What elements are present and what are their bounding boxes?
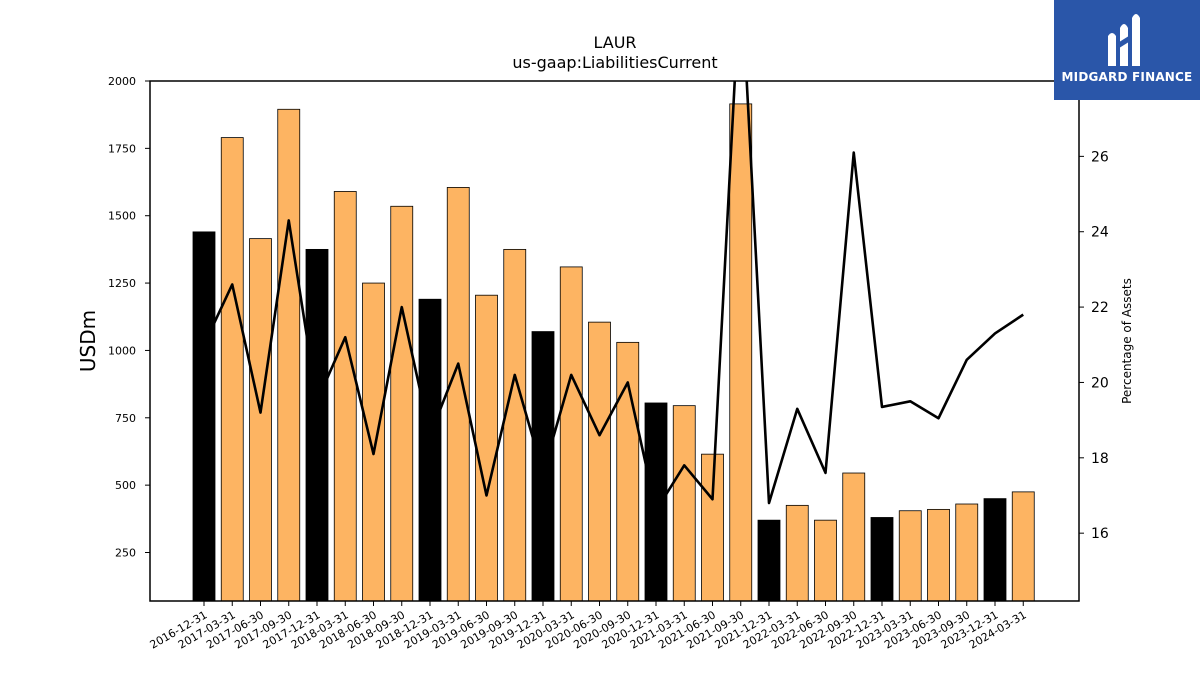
y-tick-label: 1500 <box>108 210 136 223</box>
y-tick-label: 2000 <box>108 75 136 88</box>
bar-2022-12-31 <box>870 517 894 602</box>
y2-tick-label: 22 <box>1091 300 1109 316</box>
y-tick-label: 1250 <box>108 277 136 290</box>
bar-2023-12-31 <box>983 498 1007 602</box>
y2-tick-label: 24 <box>1091 225 1109 241</box>
bar-2018-03-31 <box>333 191 357 602</box>
right-axis: 16 18 20 22 24 26 <box>1079 149 1109 542</box>
plot-frame <box>149 80 1080 602</box>
y2-axis-label: Percentage of Assets <box>1120 278 1134 404</box>
y-tick-label: 1000 <box>108 344 136 357</box>
chart-subtitle: us-gaap:LiabilitiesCurrent <box>512 53 717 72</box>
bar-2020-09-30 <box>616 341 640 602</box>
y2-tick-label: 20 <box>1091 375 1109 391</box>
bar-2022-06-30 <box>814 519 837 602</box>
line-layer <box>202 81 1024 512</box>
bar-2019-06-30 <box>475 294 498 602</box>
bar-2021-03-31 <box>672 405 696 602</box>
left-axis: 250 500 750 1000 1250 1500 1750 2000 <box>108 75 150 560</box>
bar-2017-06-30 <box>249 238 272 602</box>
series-line <box>202 81 1024 512</box>
bar-2019-09-30 <box>503 248 527 602</box>
bar-2017-03-31 <box>220 137 244 602</box>
bar-2023-09-30 <box>955 503 979 602</box>
brand-logo: MIDGARD FINANCE <box>1054 0 1200 100</box>
bar-2022-09-30 <box>842 472 866 602</box>
bar-2018-09-30 <box>390 205 414 602</box>
midgard-logo-icon <box>1108 14 1140 66</box>
bar-2020-12-31 <box>644 402 668 602</box>
bar-2023-03-31 <box>898 510 922 602</box>
y-tick-label: 750 <box>115 412 136 425</box>
bar-2020-03-31 <box>559 266 583 602</box>
bar-2017-09-30 <box>277 108 301 602</box>
bar-2021-12-31 <box>757 519 781 602</box>
bars-layer <box>192 103 1035 602</box>
bar-2021-09-30 <box>729 103 753 602</box>
brand-name: MIDGARD FINANCE <box>1061 70 1193 84</box>
bar-2017-12-31 <box>305 248 329 602</box>
y-axis-label: USDm <box>76 310 100 372</box>
y2-tick-label: 26 <box>1091 149 1109 165</box>
y-tick-label: 1750 <box>108 142 136 155</box>
bar-2020-06-30 <box>588 321 611 602</box>
y-tick-label: 500 <box>115 479 136 492</box>
chart-title: LAUR <box>593 33 636 52</box>
bar-2024-03-31 <box>1011 491 1035 602</box>
x-axis: 2016-12-312017-03-312017-06-302017-09-30… <box>148 601 1029 652</box>
bar-2018-12-31 <box>418 298 442 602</box>
y2-tick-label: 18 <box>1091 451 1109 467</box>
bar-2023-06-30 <box>927 508 950 602</box>
bar-2018-06-30 <box>362 282 385 602</box>
bar-2019-12-31 <box>531 331 555 602</box>
bar-2022-03-31 <box>785 504 809 602</box>
bar-2016-12-31 <box>192 231 216 602</box>
y-tick-label: 250 <box>115 547 136 560</box>
y2-tick-label: 16 <box>1091 526 1109 542</box>
